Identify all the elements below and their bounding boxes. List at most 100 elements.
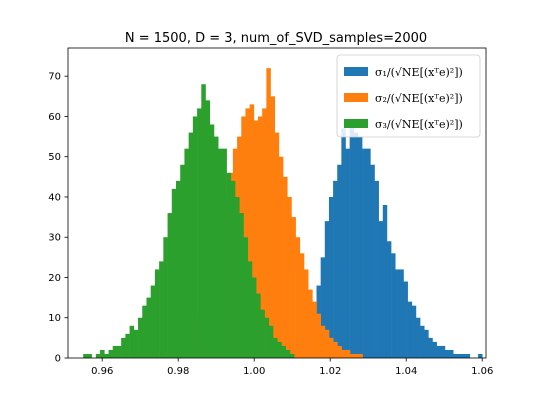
legend-entry-2: σ₂/(√NE[(xᵀe)²])	[344, 92, 463, 105]
bar	[461, 353, 466, 358]
bar	[201, 84, 206, 358]
bar	[378, 221, 384, 358]
bar	[87, 353, 92, 358]
bar	[239, 213, 244, 358]
bar	[100, 349, 105, 358]
bar	[188, 132, 194, 358]
bar	[163, 237, 168, 358]
bar	[341, 128, 346, 358]
bar	[266, 68, 271, 358]
bar	[129, 325, 135, 358]
bars-layer	[83, 68, 483, 359]
bar	[428, 337, 433, 358]
bar	[424, 329, 429, 358]
bar	[253, 120, 259, 358]
bar	[386, 241, 392, 358]
bar	[180, 164, 185, 358]
bar	[354, 353, 359, 358]
bar	[337, 164, 342, 358]
bar	[235, 196, 240, 358]
bar	[154, 269, 160, 358]
bar	[264, 317, 270, 358]
bar	[420, 325, 425, 358]
bar	[329, 337, 334, 358]
bar	[374, 180, 379, 358]
bar	[444, 349, 450, 358]
bar	[432, 341, 437, 358]
bar	[333, 341, 338, 358]
bar	[268, 325, 274, 358]
bar	[295, 237, 301, 358]
x-tick-label: 1.06	[471, 366, 493, 377]
bar	[218, 148, 223, 358]
bar	[245, 108, 250, 358]
bar	[277, 341, 282, 358]
bar	[197, 108, 202, 358]
bar	[457, 353, 462, 358]
bar	[308, 289, 313, 358]
bar	[142, 305, 147, 358]
bar	[411, 305, 417, 358]
bar	[328, 196, 334, 358]
bar	[138, 317, 143, 358]
axes-layer: 0.96 0.98 1.00 1.02 1.04 1.06 0 10 20 30 40 50 60 70	[48, 47, 493, 377]
bar	[324, 329, 330, 358]
bar	[407, 301, 413, 358]
bar	[251, 277, 257, 358]
bar	[337, 345, 342, 358]
bar	[116, 345, 122, 358]
bar	[324, 221, 330, 358]
bar	[270, 96, 276, 358]
legend-label: σ₂/(√NE[(xᵀe)²])	[375, 92, 463, 105]
bar	[121, 337, 126, 358]
bar	[209, 124, 215, 359]
bar	[358, 353, 363, 358]
bar	[258, 116, 263, 358]
bar	[415, 317, 421, 358]
bar	[316, 313, 321, 358]
legend-label: σ₁/(√NE[(xᵀe)²])	[375, 66, 463, 79]
bar	[167, 213, 173, 358]
bar	[176, 180, 181, 358]
bar	[278, 156, 284, 358]
x-tick-label: 1.04	[395, 366, 417, 377]
series-3-bars	[83, 84, 295, 359]
y-tick-label: 20	[48, 273, 61, 284]
bar	[399, 269, 404, 358]
bar	[345, 349, 351, 358]
bar	[357, 136, 363, 358]
y-tick-label: 10	[48, 313, 61, 324]
bar	[150, 285, 156, 358]
bar	[366, 148, 371, 358]
bar	[349, 353, 355, 358]
bar	[353, 132, 359, 358]
bar	[440, 345, 446, 358]
bar	[226, 172, 232, 358]
bar	[213, 136, 219, 358]
bar	[391, 253, 396, 358]
x-tick-label: 0.98	[167, 366, 189, 377]
bar	[289, 353, 295, 358]
bar	[146, 297, 151, 358]
bar	[222, 148, 227, 358]
bar	[243, 237, 248, 358]
x-tick-label: 0.96	[91, 366, 113, 377]
bar	[285, 349, 291, 358]
bar	[262, 108, 267, 358]
bar	[184, 148, 189, 358]
x-tick-label: 1.00	[243, 366, 265, 377]
bar	[287, 196, 292, 358]
bar	[403, 281, 408, 358]
bar	[133, 329, 139, 358]
bar	[260, 309, 265, 358]
x-tick-label: 1.02	[319, 366, 341, 377]
bar	[83, 353, 88, 358]
bar	[283, 176, 288, 358]
bar	[159, 261, 164, 358]
bar	[395, 269, 400, 358]
bar	[349, 124, 355, 359]
bar	[320, 325, 326, 358]
legend-entry-3: σ₃/(√NE[(xᵀe)²])	[344, 118, 463, 131]
